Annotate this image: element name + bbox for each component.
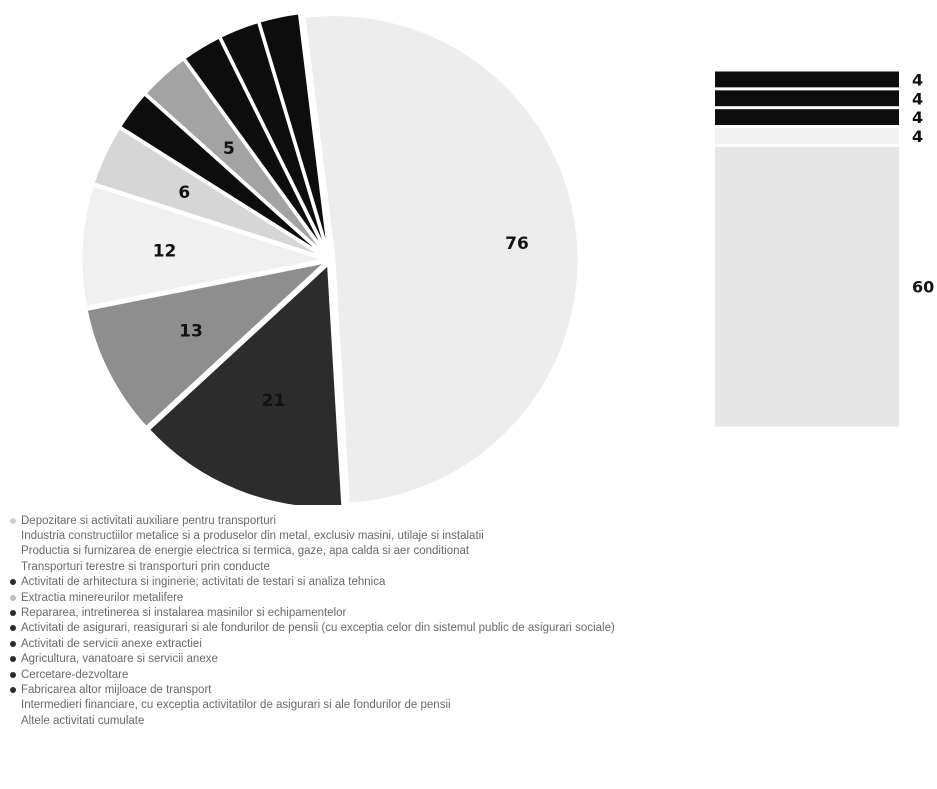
legend-item: Industria constructiilor metalice si a p… (10, 528, 925, 543)
legend-swatch (10, 533, 16, 540)
legend-item: Agricultura, vanatoare si servicii anexe (10, 652, 925, 667)
bar-segment-label: 60 (912, 278, 934, 297)
bar-segment (715, 146, 899, 427)
legend-item: Depozitare si activitati auxiliare pentr… (10, 513, 925, 528)
legend-label: Repararea, intretinerea si instalarea ma… (21, 607, 347, 620)
legend-label: Activitati de servicii anexe extractiei (21, 637, 202, 650)
legend-swatch (10, 579, 16, 586)
legend-item: Cercetare-dezvoltare (10, 667, 925, 682)
legend-item: Fabricarea altor mijloace de transport (10, 682, 925, 697)
legend-item: Activitati de arhitectura si inginerie; … (10, 575, 925, 590)
legend-swatch (10, 610, 16, 617)
legend-swatch (10, 625, 16, 632)
legend-label: Agricultura, vanatoare si servicii anexe (21, 653, 218, 666)
pie-slice-label: 5 (223, 139, 235, 159)
legend-label: Industria constructiilor metalice si a p… (21, 530, 484, 543)
legend-label: Activitati de asigurari, reasigurari si … (21, 622, 615, 635)
pie-slice-label: 12 (153, 242, 177, 262)
pie-slice-label: 6 (178, 183, 190, 203)
legend-swatch (10, 717, 16, 724)
legend-swatch (10, 517, 16, 524)
legend-swatch (10, 671, 16, 678)
legend-swatch (10, 686, 16, 693)
pie-slice-label: 13 (179, 322, 203, 342)
legend-item: Activitati de servicii anexe extractiei (10, 636, 925, 651)
legend-item: Repararea, intretinerea si instalarea ma… (10, 605, 925, 620)
pie-slice-label: 76 (505, 234, 529, 254)
legend: Depozitare si activitati auxiliare pentr… (10, 513, 925, 728)
legend-label: Altele activitati cumulate (21, 714, 145, 727)
legend-item: Intermedieri financiare, cu exceptia act… (10, 698, 925, 713)
pie-slice (257, 11, 331, 257)
legend-label: Productia si furnizarea de energie elect… (21, 545, 470, 558)
legend-swatch (10, 702, 16, 709)
legend-swatch (10, 563, 16, 570)
pie-slice (146, 260, 345, 505)
bar-segment-label: 4 (912, 108, 923, 127)
bar-segment-label: 4 (912, 89, 923, 108)
bar-segment-label: 4 (912, 127, 923, 146)
bar-segment-label: 4 (912, 70, 923, 89)
bar-segment (715, 71, 899, 88)
legend-label: Transporturi terestre si transporturi pr… (21, 560, 270, 573)
legend-swatch (10, 640, 16, 647)
legend-label: Activitati de arhitectura si inginerie; … (21, 576, 386, 589)
legend-item: Transporturi terestre si transporturi pr… (10, 559, 925, 574)
pie: 76 21 13 12 6 5 (79, 11, 581, 505)
legend-swatch (10, 656, 16, 663)
bar-segment (715, 109, 899, 126)
legend-item: Extractia minereurilor metalifere (10, 590, 925, 605)
legend-item: Altele activitati cumulate (10, 713, 925, 728)
legend-swatch (10, 594, 16, 601)
legend-label: Fabricarea altor mijloace de transport (21, 683, 212, 696)
legend-item: Productia si furnizarea de energie elect… (10, 544, 925, 559)
legend-swatch (10, 548, 16, 555)
pie-slice (302, 13, 581, 505)
pie-slice (84, 259, 332, 430)
bar-segment (715, 128, 899, 144)
legend-label: Depozitare si activitati auxiliare pentr… (21, 514, 277, 527)
pie-slice-label: 21 (262, 391, 286, 411)
legend-label: Extractia minereurilor metalifere (21, 591, 184, 604)
legend-label: Intermedieri financiare, cu exceptia act… (21, 699, 451, 712)
legend-label: Cercetare-dezvoltare (21, 668, 129, 681)
pie-slice (79, 183, 332, 310)
legend-item: Activitati de asigurari, reasigurari si … (10, 621, 925, 636)
bar-segment (715, 90, 899, 107)
